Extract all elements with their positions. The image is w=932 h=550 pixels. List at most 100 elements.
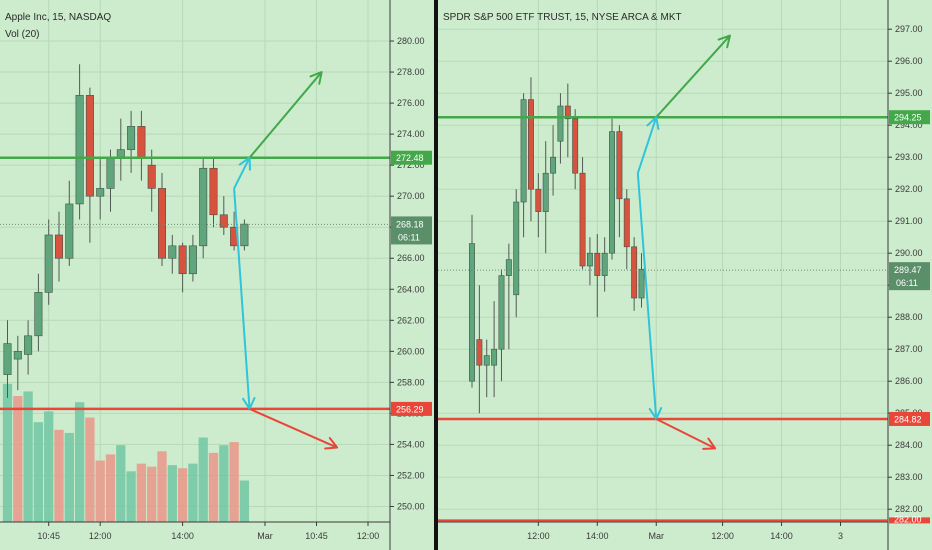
candle-body[interactable] — [616, 131, 623, 200]
candle-body[interactable] — [572, 118, 579, 174]
candle-body[interactable] — [54, 234, 64, 259]
last-price-tag — [391, 216, 432, 245]
volume-bar — [126, 471, 136, 522]
x-axis-strip[interactable] — [438, 522, 932, 550]
bar-countdown-label: 06:11 — [896, 278, 918, 288]
volume-bar — [74, 402, 85, 522]
y-tick-label: 254.00 — [397, 439, 425, 449]
candle-body[interactable] — [24, 335, 33, 355]
candle-body[interactable] — [601, 252, 608, 276]
candle-body[interactable] — [505, 259, 512, 276]
candle-body[interactable] — [535, 188, 542, 212]
candle-body[interactable] — [96, 188, 105, 197]
candle-body[interactable] — [106, 157, 115, 189]
y-tick-label: 287.00 — [895, 344, 923, 354]
y-tick-label: 284.00 — [895, 440, 923, 450]
trend-arrow-line[interactable] — [233, 157, 251, 189]
candle-body[interactable] — [65, 203, 74, 259]
candle-body[interactable] — [520, 99, 527, 203]
x-tick-label: 12:00 — [711, 531, 734, 541]
bar-countdown-label: 06:11 — [398, 232, 420, 242]
candle-body[interactable] — [188, 245, 197, 275]
candle-body[interactable] — [476, 339, 483, 366]
level-price-tag — [391, 150, 432, 165]
candle-body[interactable] — [586, 252, 593, 267]
candle-body[interactable] — [513, 201, 520, 296]
candle-body[interactable] — [178, 245, 187, 275]
panel-separator[interactable] — [434, 0, 438, 550]
candle-body[interactable] — [564, 105, 571, 120]
candle-body[interactable] — [34, 292, 43, 337]
volume-bar — [116, 445, 126, 522]
trend-arrow-line[interactable] — [636, 116, 658, 174]
trend-arrow-line[interactable] — [248, 71, 323, 159]
bottom-price-label: 282.00 — [894, 514, 922, 524]
y-tick-label: 266.00 — [397, 253, 425, 263]
volume-bar — [219, 445, 229, 522]
volume-bar — [147, 466, 157, 522]
volume-bar — [136, 463, 147, 522]
y-tick-label: 290.00 — [895, 248, 923, 258]
candle-body[interactable] — [528, 99, 534, 190]
y-tick-label: 296.00 — [895, 56, 923, 66]
candle-body[interactable] — [557, 105, 564, 142]
y-tick-label: 252.00 — [397, 470, 425, 480]
x-tick-label: 14:00 — [770, 531, 793, 541]
candle-body[interactable] — [85, 95, 94, 197]
volume-bar — [95, 460, 105, 522]
candle-body[interactable] — [3, 343, 12, 375]
y-tick-label: 264.00 — [397, 284, 425, 294]
y-tick-label: 270.00 — [397, 191, 425, 201]
candle-body[interactable] — [209, 167, 218, 216]
candle-body[interactable] — [44, 234, 53, 293]
candle-body[interactable] — [550, 156, 557, 174]
last-price-label: 289.47 — [894, 265, 922, 275]
volume-bar — [157, 451, 167, 522]
candle-body[interactable] — [137, 126, 146, 158]
plot-background[interactable] — [438, 0, 888, 550]
candle-body[interactable] — [542, 172, 549, 212]
y-tick-label: 276.00 — [397, 98, 425, 108]
candle-body[interactable] — [127, 126, 136, 150]
candle-body[interactable] — [609, 131, 615, 254]
candle-body[interactable] — [13, 351, 22, 360]
y-tick-label: 294.00 — [895, 120, 923, 130]
candle-body[interactable] — [638, 268, 645, 299]
candle-body[interactable] — [483, 355, 490, 366]
volume-bar — [13, 396, 23, 522]
trend-arrow-line[interactable] — [636, 173, 658, 420]
y-axis-strip[interactable] — [390, 0, 434, 550]
candle-body[interactable] — [116, 149, 125, 158]
candle-body[interactable] — [469, 243, 475, 382]
x-axis-strip[interactable] — [0, 522, 434, 550]
trend-arrow-head — [238, 156, 251, 171]
y-tick-label: 258.00 — [397, 377, 425, 387]
trend-arrow-line[interactable] — [233, 188, 251, 409]
candle-body[interactable] — [491, 348, 498, 366]
candle-body[interactable] — [75, 95, 84, 205]
candle-body[interactable] — [579, 172, 586, 267]
trend-arrow-head — [646, 116, 660, 131]
chart-panel-aapl[interactable]: 10:4512:0014:00Mar10:4512:0014:00250.002… — [0, 0, 441, 550]
level-price-label: 294.25 — [894, 113, 922, 123]
candle-body[interactable] — [498, 275, 505, 350]
chart-panel-spy[interactable]: 12:00 14:00 Mar 12:00 14:00 3 282.00 283.00 284.… — [438, 0, 932, 550]
level-price-tag — [889, 110, 930, 125]
candle-body[interactable] — [157, 188, 167, 259]
candle-body[interactable] — [594, 252, 601, 276]
candle-body[interactable] — [240, 223, 249, 247]
candle-body[interactable] — [168, 245, 177, 259]
candle-body[interactable] — [219, 214, 228, 228]
trend-arrow-head — [309, 71, 323, 85]
trend-arrow-line[interactable] — [655, 34, 731, 118]
x-tick-label: 14:00 — [586, 531, 609, 541]
trend-arrow-line[interactable] — [249, 407, 338, 449]
candle-body[interactable] — [631, 246, 638, 299]
level-price-tag — [391, 401, 432, 416]
candle-body[interactable] — [199, 167, 208, 247]
candle-body[interactable] — [147, 164, 156, 189]
x-tick-label: 12:00 — [357, 531, 380, 541]
trend-arrow-line[interactable] — [655, 418, 716, 450]
candle-body[interactable] — [623, 198, 630, 248]
x-tick-label: 10:45 — [37, 531, 60, 541]
